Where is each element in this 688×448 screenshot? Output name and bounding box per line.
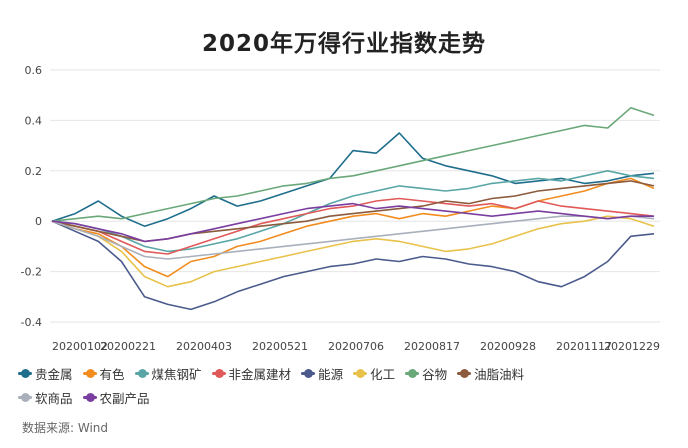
y-tick-label: -0.2: [21, 266, 42, 279]
legend-label: 非金属建材: [228, 367, 292, 382]
y-tick-label: -0.4: [21, 316, 42, 329]
legend-item[interactable]: 软商品: [18, 388, 73, 407]
x-tick-label: 20201117: [556, 340, 612, 353]
x-tick-label: 20200817: [404, 340, 460, 353]
series-line-7: [51, 180, 655, 243]
series-line-8: [51, 215, 655, 260]
x-tick-label: 20200403: [176, 340, 232, 353]
legend-item[interactable]: 贵金属: [18, 364, 73, 383]
series-line-3: [51, 197, 655, 255]
legend-label: 有色: [99, 367, 125, 382]
legend-label: 煤焦钢矿: [151, 367, 202, 382]
legend-item[interactable]: 油脂油料: [457, 364, 524, 383]
y-tick-label: 0: [35, 215, 42, 228]
legend-swatch: [211, 369, 226, 378]
x-tick-label: 20200928: [480, 340, 536, 353]
legend-label: 农副产品: [99, 391, 150, 406]
legend-label: 谷物: [422, 367, 448, 382]
series-line-5: [51, 215, 655, 288]
legend-swatch: [301, 369, 316, 378]
series-line-1: [51, 177, 655, 278]
legend-label: 油脂油料: [474, 367, 525, 382]
x-tick-label: 20200102: [52, 340, 108, 353]
legend-label: 贵金属: [35, 367, 73, 382]
series-line-6: [51, 107, 655, 222]
legend-label: 能源: [318, 367, 344, 382]
source-note: 数据来源: Wind: [22, 421, 109, 435]
legend-swatch: [457, 369, 472, 378]
legend-item[interactable]: 有色: [82, 364, 125, 383]
legend-item[interactable]: 非金属建材: [211, 364, 292, 383]
legend-item[interactable]: 煤焦钢矿: [134, 364, 202, 383]
legend-swatch: [18, 393, 32, 402]
x-tick-label: 20200706: [328, 340, 384, 353]
legend-item[interactable]: 化工: [353, 364, 395, 383]
series-line-9: [51, 202, 654, 243]
legend-label: 软商品: [35, 391, 73, 406]
series-line-2: [51, 170, 655, 253]
legend-item[interactable]: 能源: [301, 364, 343, 383]
x-tick-label: 20200221: [100, 340, 156, 353]
legend-swatch: [405, 369, 420, 378]
legend-swatch: [353, 369, 368, 378]
legend-swatch: [18, 369, 32, 378]
y-tick-label: 0.6: [25, 64, 43, 77]
legend-item[interactable]: 农副产品: [82, 388, 150, 407]
legend-item[interactable]: 谷物: [405, 364, 447, 383]
x-tick-label: 20200521: [252, 340, 308, 353]
chart-title: 2020年万得行业指数走势: [201, 31, 486, 57]
legend-swatch: [134, 369, 149, 378]
series-line-4: [51, 220, 655, 311]
series-line-0: [51, 132, 655, 227]
legend-swatch: [82, 369, 97, 378]
y-tick-label: 0.2: [25, 165, 43, 178]
legend-swatch: [82, 393, 97, 402]
legend-label: 化工: [370, 367, 396, 382]
y-tick-label: 0.4: [25, 114, 43, 127]
x-tick-label: 20201229: [604, 340, 660, 353]
